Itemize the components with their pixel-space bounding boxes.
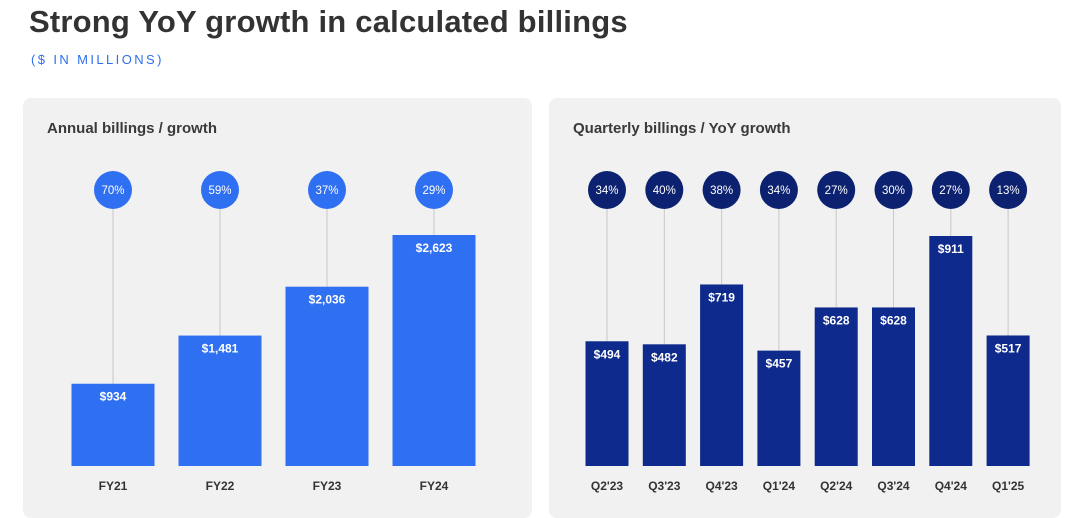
bar [585,341,629,466]
bar [872,307,915,466]
bar [700,284,744,466]
growth-bubble [989,171,1028,209]
growth-bubble [931,171,970,209]
bar-value-label: $1,481 [202,342,239,356]
category-label: Q2'23 [591,479,624,493]
bar [392,235,476,466]
growth-bubble [817,171,856,209]
annual-billings-chart: 70% $934 FY21 59% $1,481 FY22 37% $2,036 FY23 29%… [71,171,476,493]
bar-value-label: $934 [100,390,127,404]
growth-bubble [94,171,132,209]
growth-label: 13% [997,185,1020,197]
growth-bubble [874,171,913,209]
growth-label: 40% [653,185,676,197]
quarterly-billings-chart: 34% $494 Q2'23 40% $482 Q3'23 38% $719 Q4'23 34% $… [585,171,1030,493]
growth-bubble [201,171,239,209]
category-label: Q3'24 [877,479,910,493]
bar [285,286,369,466]
quarterly-chart-title: Quarterly billings / YoY growth [573,120,791,137]
growth-bubble [702,171,741,209]
bar [814,307,858,466]
bar [178,335,262,466]
bar [986,335,1030,466]
growth-label: 27% [939,185,962,197]
growth-label: 37% [315,185,338,197]
growth-label: 70% [101,185,124,197]
category-label: Q4'24 [935,479,968,493]
category-label: FY23 [313,479,342,493]
bar [642,344,686,466]
category-label: FY21 [99,479,128,493]
bar-value-label: $628 [823,313,850,327]
bar [929,236,973,466]
category-label: FY24 [420,479,449,493]
page-subtitle: ($ IN MILLIONS) [31,52,164,67]
bar-value-label: $2,623 [416,241,453,255]
growth-label: 34% [595,185,618,197]
quarterly-billings-panel: Quarterly billings / YoY growth 34% $494 Q… [549,98,1061,518]
growth-label: 38% [710,185,733,197]
bar-value-label: $457 [766,357,793,371]
growth-bubble [588,171,626,209]
annual-chart-title: Annual billings / growth [47,120,217,137]
category-label: Q4'23 [705,479,738,493]
category-label: FY22 [206,479,235,493]
bar-value-label: $911 [938,242,964,256]
category-label: Q1'25 [992,479,1025,493]
growth-bubble [645,171,684,209]
bar-value-label: $719 [708,290,735,304]
growth-label: 29% [422,185,445,197]
growth-bubble [308,171,346,209]
bar-value-label: $482 [651,350,678,364]
category-label: Q2'24 [820,479,853,493]
growth-bubble [759,171,798,209]
growth-bubble [415,171,453,209]
bar [757,350,801,466]
bar-value-label: $628 [880,313,907,327]
page-title: Strong YoY growth in calculated billings [29,4,628,39]
bar-value-label: $517 [995,341,1022,355]
category-label: Q1'24 [763,479,796,493]
growth-label: 59% [208,185,231,197]
growth-label: 27% [825,185,848,197]
bar-value-label: $2,036 [309,293,346,307]
annual-billings-panel: Annual billings / growth 70% $934 FY21 59% $… [23,98,532,518]
growth-label: 30% [882,185,905,197]
category-label: Q3'23 [648,479,681,493]
bar-value-label: $494 [594,347,621,361]
growth-label: 34% [767,185,790,197]
bar [71,383,155,466]
